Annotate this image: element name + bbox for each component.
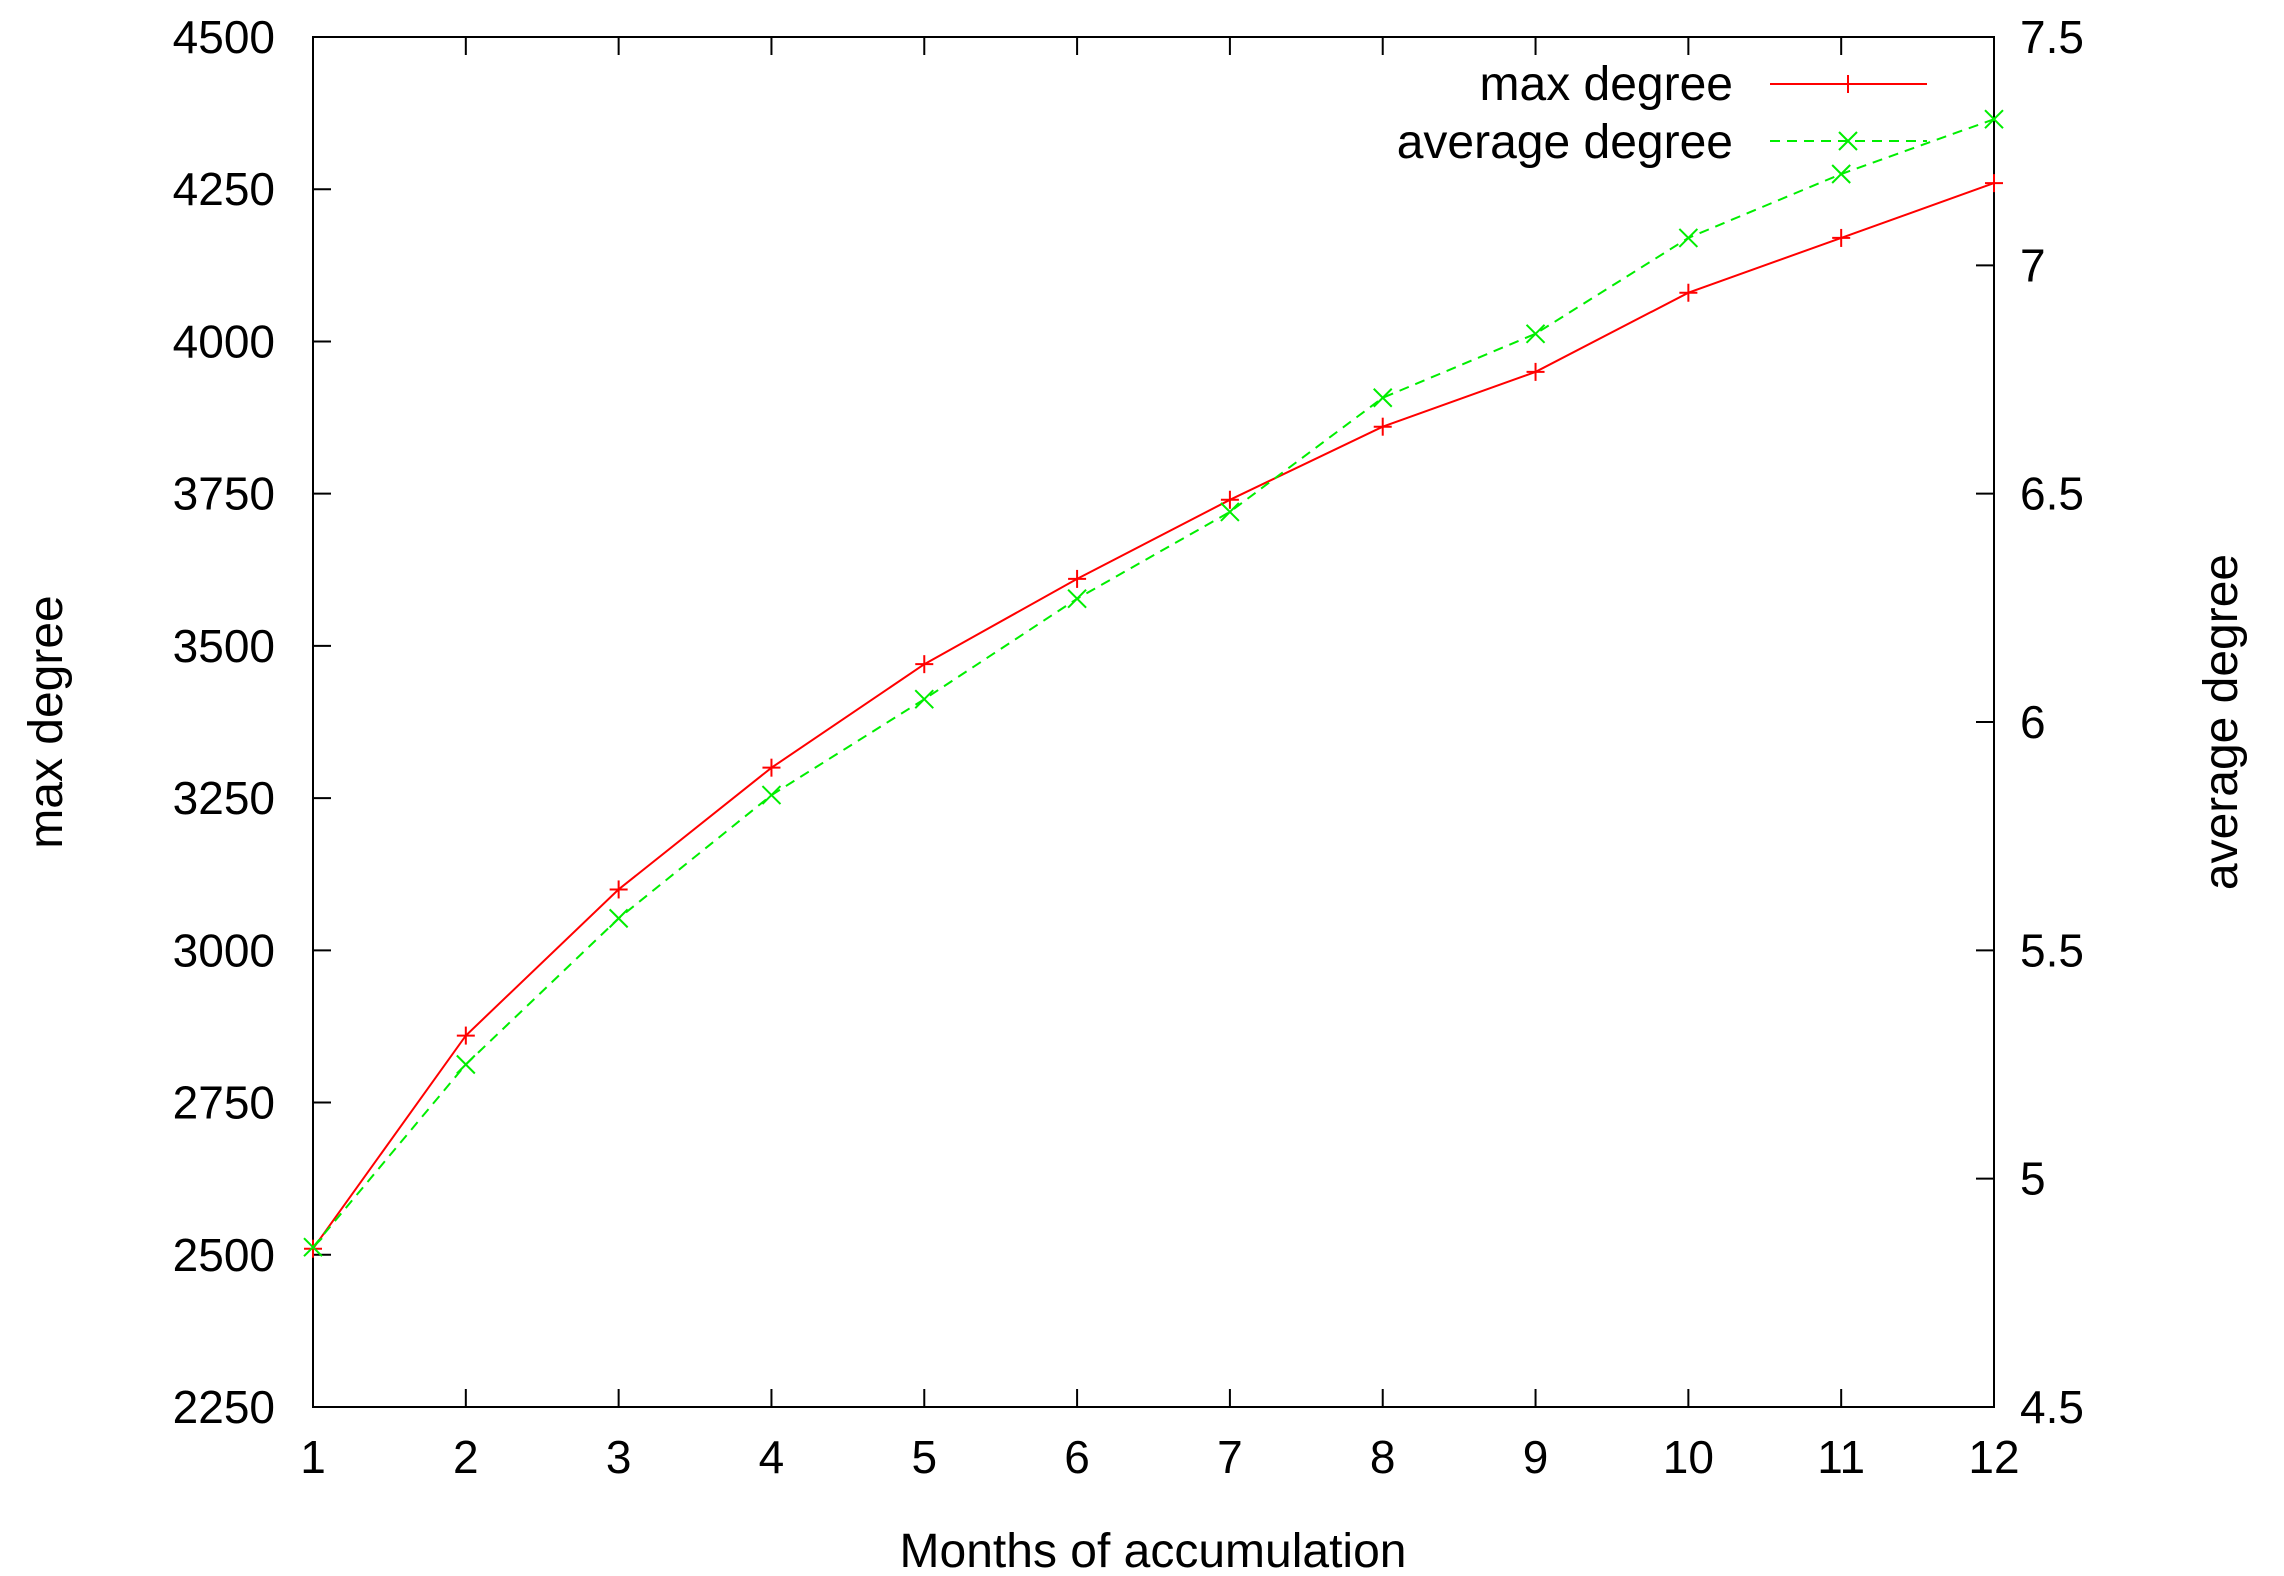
y-tick-label: 4250 [173,163,275,215]
x-tick-label: 2 [453,1431,479,1483]
data-point-average-degree [1527,325,1545,343]
data-point-average-degree [1374,389,1392,407]
y-tick-label: 2250 [173,1381,275,1433]
x-tick-label: 11 [1817,1431,1865,1483]
y2-tick-label: 7 [2020,239,2046,291]
x-tick-label: 12 [1968,1431,2019,1483]
y-tick-label: 2750 [173,1077,275,1129]
y-tick-label: 3500 [173,620,275,672]
legend-marker-max-degree [1839,75,1857,93]
x-tick-label: 3 [606,1431,632,1483]
x-tick-label: 4 [759,1431,785,1483]
legend-markers [1839,75,1857,150]
series-line-max-degree [313,183,1994,1249]
y2-tick-label: 6.5 [2020,468,2084,520]
y2-tick-label: 7.5 [2020,11,2084,63]
y2-tick-label: 4.5 [2020,1381,2084,1433]
legend: max degree average degree [1397,58,1927,169]
y2-axis-title: average degree [2195,554,2248,890]
data-point-average-degree [1068,590,1086,608]
data-point-average-degree [915,690,933,708]
x-tick-label: 1 [300,1431,326,1483]
y-tick-label: 2500 [173,1229,275,1281]
legend-label-max-degree: max degree [1480,58,1733,111]
y-tick-label: 3250 [173,772,275,824]
data-point-max-degree [1527,363,1545,381]
x-tick-label: 9 [1523,1431,1549,1483]
x-tick-label: 5 [911,1431,937,1483]
y-tick-label: 3750 [173,468,275,520]
data-point-average-degree [1679,229,1697,247]
y-axis-title: max degree [20,595,73,848]
x-tick-label: 10 [1663,1431,1714,1483]
data-point-max-degree [1679,284,1697,302]
y2-tick-label: 5 [2020,1153,2046,1205]
y2-tick-label: 5.5 [2020,924,2084,976]
data-point-max-degree [1832,229,1850,247]
x-tick-label: 7 [1217,1431,1243,1483]
series-layer [304,110,2003,1257]
ticks-layer: 1 2 3 4 5 6 7 8 9 10 11 122250250027503000325035003… [173,11,2084,1483]
y-tick-label: 4500 [173,11,275,63]
data-point-average-degree [610,909,628,927]
data-point-max-degree [1068,570,1086,588]
x-axis-title: Months of accumulation [900,1525,1407,1576]
y-tick-label: 4000 [173,315,275,367]
y2-tick-label: 6 [2020,696,2046,748]
data-point-average-degree [1832,165,1850,183]
data-point-max-degree [1374,418,1392,436]
data-point-max-degree [1985,174,2003,192]
plot-frame [313,37,1994,1407]
data-point-average-degree [762,786,780,804]
data-point-max-degree [915,655,933,673]
data-point-average-degree [457,1056,475,1074]
y-tick-label: 3000 [173,924,275,976]
x-tick-label: 8 [1370,1431,1396,1483]
x-tick-label: 6 [1064,1431,1090,1483]
series-line-average-degree [313,119,1994,1247]
legend-label-average-degree: average degree [1397,116,1733,169]
